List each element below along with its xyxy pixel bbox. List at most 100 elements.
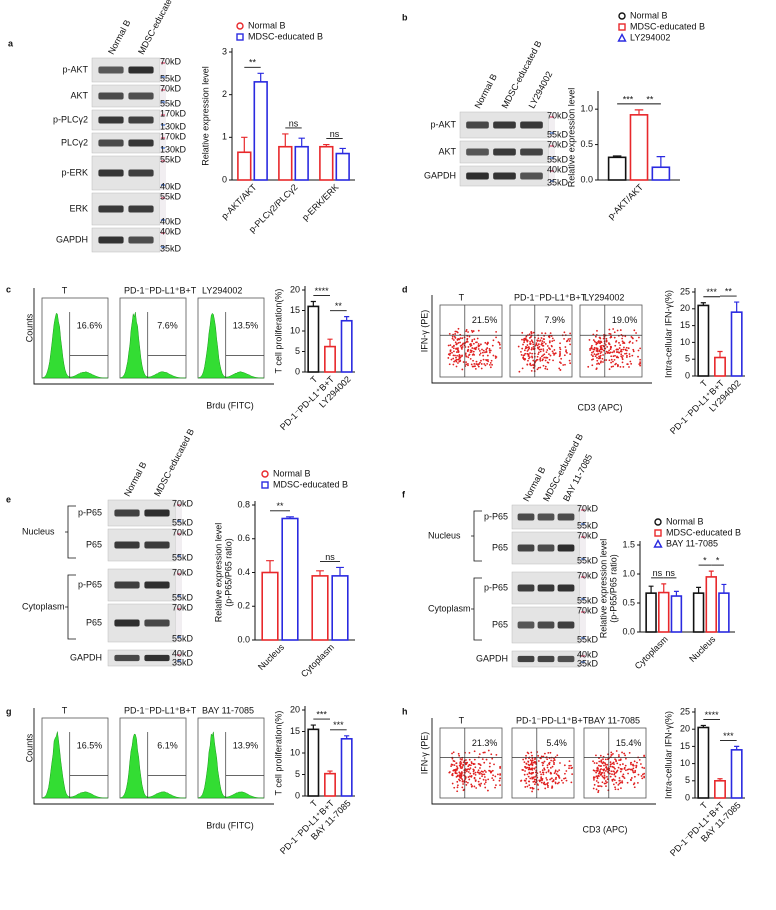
marker-label: 55kD [577,520,599,530]
event-dot [546,778,548,781]
event-dot [484,779,487,782]
event-dot [498,343,501,346]
event-dot [461,348,463,350]
event-dot [556,782,559,785]
event-dot [534,775,537,778]
event-dot [620,787,622,790]
y-tick-label: 5 [685,775,690,785]
ladder-band [177,555,181,557]
event-dot [471,365,474,368]
y-tick-label: 2 [222,89,227,99]
section-label: Nucleus [428,530,461,540]
event-dot [486,354,489,357]
band [98,236,124,244]
event-dot [550,344,553,347]
event-dot [528,767,531,769]
event-dot [542,358,544,361]
band [98,66,124,74]
event-dot [475,360,478,363]
flow-percent: 5.4% [546,738,567,748]
event-dot [602,761,605,764]
event-dot [614,786,616,789]
error-bar [286,516,294,519]
event-dot [626,781,629,784]
event-dot [484,786,487,789]
event-dot [454,341,457,344]
error-bar [316,570,324,576]
event-dot [639,364,642,367]
y-axis-label: Relative expression level [213,523,223,623]
event-dot [632,348,635,351]
event-dot [608,368,611,371]
event-dot [612,365,615,368]
flow-frame [509,304,573,378]
event-dot [461,778,464,781]
event-dot [553,763,555,766]
event-dot [541,779,544,782]
ladder-band [177,573,181,575]
event-dot [543,768,546,771]
y-tick-label: 0.5 [580,139,593,149]
flow-x-label: CD3 (APC) [582,824,627,834]
error-bar [656,156,666,168]
event-dot [531,352,534,355]
event-dot [479,785,482,787]
event-dot [467,349,469,352]
event-dot [625,352,628,355]
y-tick-label: 10 [290,747,300,757]
y-tick-label: 0 [295,790,300,800]
event-dot [461,355,463,358]
significance-label: ns [665,568,675,578]
significance-label: * [716,555,720,565]
event-dot [617,788,620,791]
bar [311,575,329,641]
event-dot [625,346,628,349]
flow-frame [579,304,643,378]
event-dot [606,775,608,778]
event-dot [474,771,477,774]
event-dot [558,777,561,779]
event-dot [524,337,527,340]
event-dot [556,770,559,773]
lane-label: Normal B [473,72,499,110]
event-dot [466,781,469,784]
event-dot [483,761,486,764]
x-tick-label: p-ERK/ERK [300,182,341,223]
ladder [580,532,586,564]
ladder-band [550,116,554,118]
event-dot [626,354,628,357]
event-dot [459,341,461,344]
bar [281,517,299,641]
event-dot [637,355,639,358]
event-dot [571,766,574,769]
event-dot [635,764,638,767]
event-dot [497,341,500,344]
bar [307,305,320,373]
flow-title: T [62,285,68,295]
marker-label: 55kD [577,595,599,605]
event-dot [480,359,482,362]
event-dot [598,355,600,358]
event-dot [489,366,492,369]
ladder-band [550,157,554,159]
event-dot [456,780,459,783]
event-dot [618,777,621,779]
event-dot [456,766,459,769]
event-dot [613,779,616,782]
event-dot [545,777,548,779]
significance-label: *** [706,287,717,297]
event-dot [621,340,624,343]
row-label: p-ERK [61,167,88,177]
event-dot [596,350,599,353]
event-dot [529,777,532,780]
event-dot [490,359,493,362]
event-dot [478,772,481,775]
event-dot [605,350,608,353]
event-dot [453,764,456,767]
event-dot [475,346,478,349]
flow-title: BAY 11-7085 [202,705,254,715]
band [466,172,489,180]
event-dot [608,342,610,344]
event-dot [458,778,460,781]
histogram [197,312,265,379]
